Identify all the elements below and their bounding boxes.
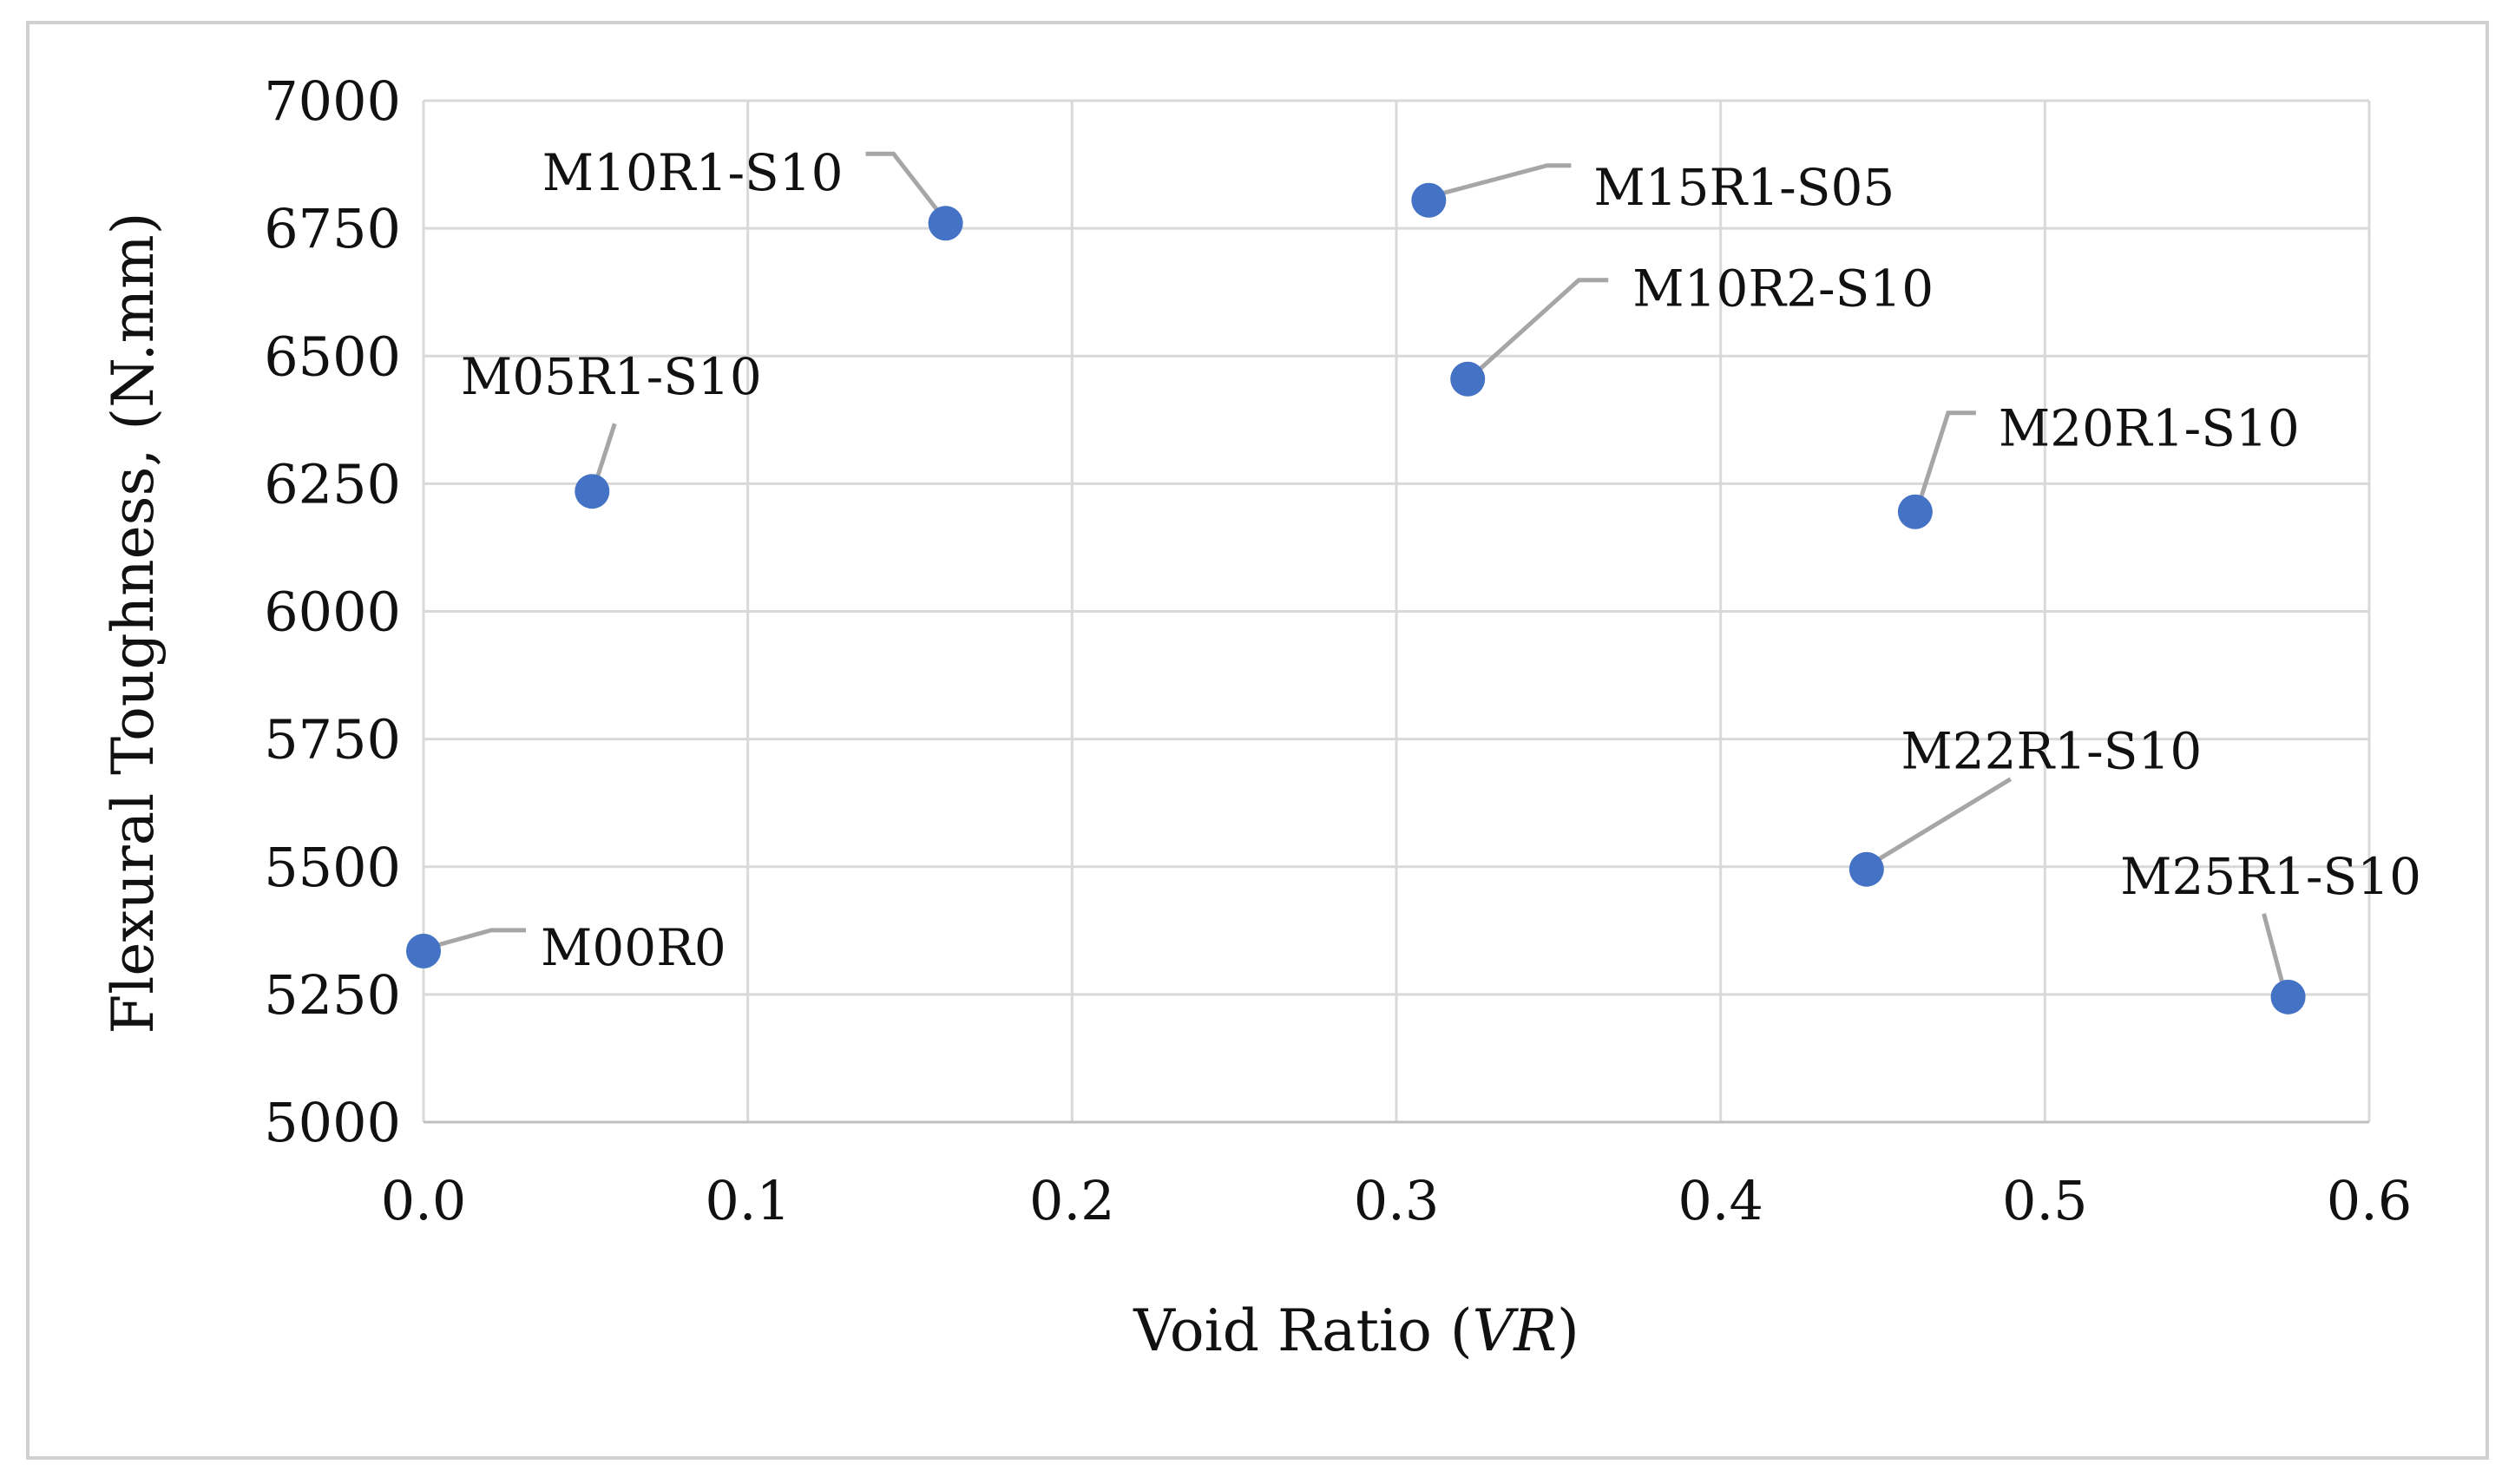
y-tick-label: 7000 [264,69,401,133]
leader-line [1916,410,1976,506]
leader-line [1872,777,2013,864]
data-point [1897,494,1933,529]
y-axis-title: Flexural Toughness, (N.mm) [100,212,167,1034]
data-point [1848,851,1884,887]
y-tick-label: 5750 [264,708,401,772]
leader-line [2262,913,2287,993]
y-axis-ticks: 5000 5250 5500 5750 6000 6250 6500 6750 7000 [264,69,401,1154]
x-tick-label: 0.3 [1354,1169,1440,1232]
leader-line [1435,163,1572,198]
leader-line [593,423,617,483]
leader-line [1473,278,1609,376]
y-tick-label: 6750 [264,197,401,260]
x-tick-label: 0.5 [2002,1169,2088,1232]
data-point [928,206,963,241]
leader-line [865,151,944,218]
x-tick-label: 0.2 [1029,1169,1115,1232]
data-label: M10R2-S10 [1632,259,1934,318]
data-point [2270,979,2306,1015]
x-tick-label: 0.6 [2327,1169,2413,1232]
data-point [1450,361,1486,397]
data-labels: M00R0 M05R1-S10 M10R1-S10 M15R1-S05 M10R2-S1… [461,143,2421,977]
y-tick-label: 5250 [264,963,401,1027]
data-point [575,474,610,509]
data-label: M15R1-S05 [1593,158,1894,217]
gridlines [422,99,2371,1124]
x-tick-label: 0.0 [381,1169,467,1232]
x-tick-label: 0.4 [1678,1169,1763,1232]
y-tick-label: 6000 [264,581,401,644]
data-label: M20R1-S10 [1999,399,2300,458]
x-tick-label: 0.1 [705,1169,791,1232]
data-label: M25R1-S10 [2120,847,2421,906]
data-label: M22R1-S10 [1901,722,2202,781]
data-point [1411,182,1447,218]
data-label: M10R1-S10 [542,143,844,202]
data-points [406,182,2306,1015]
y-tick-label: 5000 [264,1091,401,1154]
data-label-leaders [428,151,2287,993]
data-point [406,933,441,969]
data-label: M00R0 [541,918,726,977]
y-tick-label: 6500 [264,325,401,388]
x-axis-ticks: 0.0 0.1 0.2 0.3 0.4 0.5 0.6 [381,1169,2413,1232]
data-label: M05R1-S10 [461,347,762,406]
y-tick-label: 6250 [264,452,401,515]
x-axis-title: Void Ratio (VR) [1133,1297,1579,1364]
leader-line [428,928,526,950]
y-tick-label: 5500 [264,836,401,899]
